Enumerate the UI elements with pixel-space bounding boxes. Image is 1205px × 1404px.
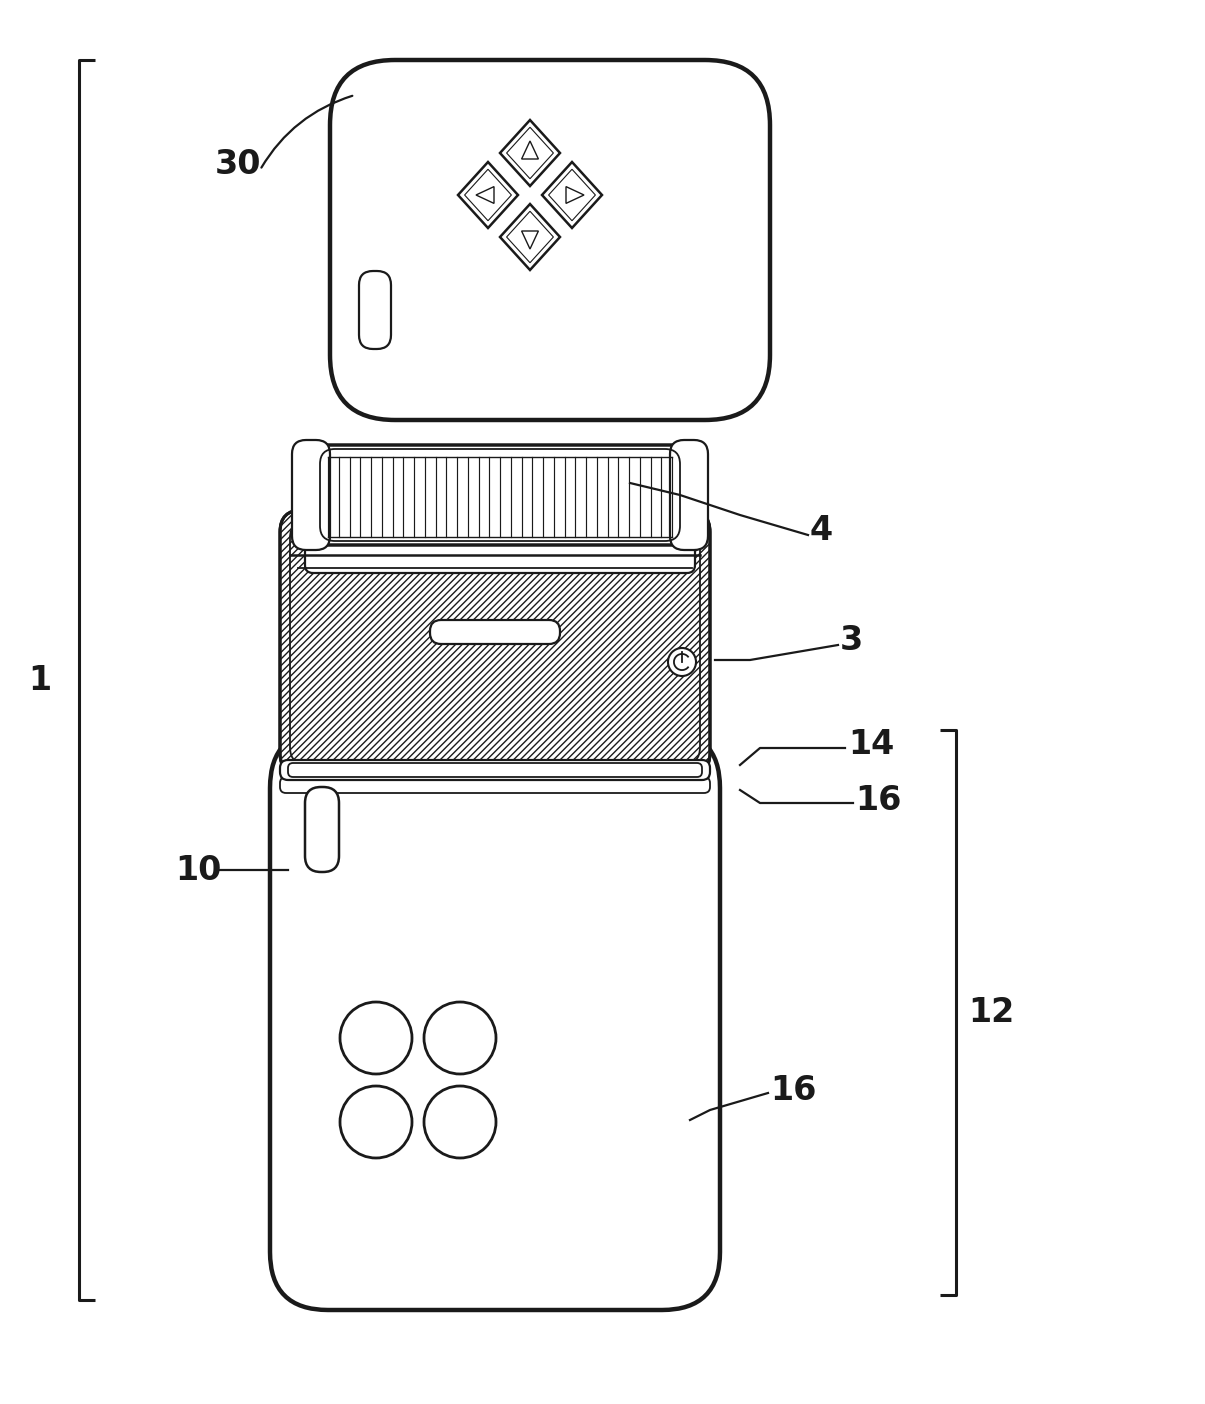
FancyBboxPatch shape xyxy=(330,60,770,420)
FancyBboxPatch shape xyxy=(359,271,390,350)
Text: 14: 14 xyxy=(848,729,894,761)
Circle shape xyxy=(340,1002,412,1074)
FancyBboxPatch shape xyxy=(430,621,560,644)
Text: 12: 12 xyxy=(968,995,1015,1029)
Polygon shape xyxy=(476,187,494,204)
FancyBboxPatch shape xyxy=(280,776,710,793)
Polygon shape xyxy=(566,187,584,204)
FancyBboxPatch shape xyxy=(280,760,710,781)
Text: 30: 30 xyxy=(214,149,261,181)
Text: 16: 16 xyxy=(856,783,901,817)
Polygon shape xyxy=(522,232,539,249)
FancyBboxPatch shape xyxy=(670,439,709,550)
FancyBboxPatch shape xyxy=(288,762,703,776)
Circle shape xyxy=(668,649,696,675)
Polygon shape xyxy=(458,161,518,227)
Text: 16: 16 xyxy=(770,1074,816,1106)
Circle shape xyxy=(340,1087,412,1158)
Text: 10: 10 xyxy=(175,854,222,886)
Circle shape xyxy=(424,1002,496,1074)
Polygon shape xyxy=(522,140,539,159)
FancyBboxPatch shape xyxy=(305,788,339,872)
FancyBboxPatch shape xyxy=(292,439,330,550)
Text: 3: 3 xyxy=(840,623,863,657)
Text: 4: 4 xyxy=(810,514,833,546)
Polygon shape xyxy=(500,204,560,270)
FancyBboxPatch shape xyxy=(270,730,721,1310)
Circle shape xyxy=(424,1087,496,1158)
Polygon shape xyxy=(500,119,560,185)
FancyBboxPatch shape xyxy=(300,445,700,545)
FancyBboxPatch shape xyxy=(280,510,710,775)
Polygon shape xyxy=(542,161,602,227)
Text: 1: 1 xyxy=(29,664,52,696)
FancyBboxPatch shape xyxy=(305,543,695,573)
